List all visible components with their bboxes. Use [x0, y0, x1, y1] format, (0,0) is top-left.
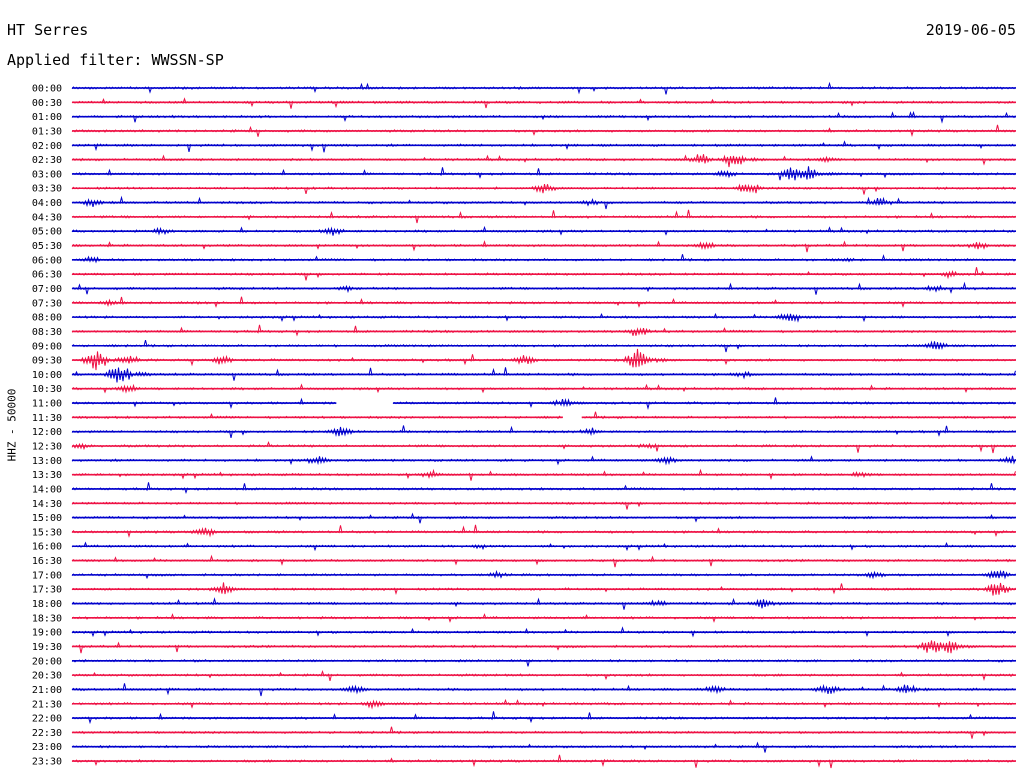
time-label: 17:30 — [32, 585, 62, 596]
time-label: 21:00 — [32, 685, 62, 696]
time-label: 16:00 — [32, 542, 62, 553]
time-label: 04:00 — [32, 198, 62, 209]
time-label: 12:00 — [32, 427, 62, 438]
time-label: 18:30 — [32, 613, 62, 624]
trace-line — [71, 296, 1016, 308]
trace-line — [71, 512, 1016, 524]
time-label: 16:30 — [32, 556, 62, 567]
time-label: 20:30 — [32, 671, 62, 682]
time-label: 07:00 — [32, 284, 62, 295]
time-label: 20:00 — [32, 656, 62, 667]
time-label: 03:30 — [32, 184, 62, 195]
trace-line — [71, 711, 1016, 725]
time-label: 19:30 — [32, 642, 62, 653]
time-label: 18:00 — [32, 599, 62, 610]
trace-line — [71, 240, 1016, 253]
trace-line — [71, 741, 1016, 753]
time-label: 21:30 — [32, 699, 62, 710]
trace-line — [71, 440, 1016, 454]
time-label: 01:00 — [32, 112, 62, 123]
time-label: 22:30 — [32, 728, 62, 739]
trace-line — [71, 140, 1016, 153]
time-label: 06:00 — [32, 255, 62, 266]
trace-line — [71, 554, 1016, 568]
time-label: 01:30 — [32, 126, 62, 137]
time-label: 10:00 — [32, 370, 62, 381]
time-label: 14:30 — [32, 499, 62, 510]
time-label: 10:30 — [32, 384, 62, 395]
trace-line — [71, 154, 1016, 168]
time-label: 22:00 — [32, 714, 62, 725]
time-label: 13:00 — [32, 456, 62, 467]
time-label: 15:30 — [32, 527, 62, 538]
time-label: 14:00 — [32, 484, 62, 495]
time-label: 05:00 — [32, 227, 62, 238]
trace-line — [71, 468, 1016, 481]
time-label: 13:30 — [32, 470, 62, 481]
trace-line — [71, 669, 1016, 682]
time-label: 19:00 — [32, 628, 62, 639]
date-label: 2019-06-05 — [925, 21, 1016, 39]
trace-line — [71, 183, 1016, 195]
trace-line — [71, 324, 1016, 337]
time-label: 02:00 — [32, 141, 62, 152]
time-label: 05:30 — [32, 241, 62, 252]
station-title: HT Serres — [7, 21, 89, 39]
time-label: 08:00 — [32, 313, 62, 324]
trace-line — [71, 524, 1016, 538]
trace-line — [71, 97, 1016, 109]
time-label: 00:00 — [32, 84, 62, 95]
trace-line — [71, 254, 1016, 264]
time-label: 17:00 — [32, 570, 62, 581]
time-label: 03:00 — [32, 169, 62, 180]
time-label: 23:30 — [32, 757, 62, 768]
time-label: 23:00 — [32, 742, 62, 753]
time-label: 11:00 — [32, 399, 62, 410]
time-label: 12:30 — [32, 442, 62, 453]
time-label: 06:30 — [32, 270, 62, 281]
trace-line — [71, 482, 1016, 495]
time-label: 00:30 — [32, 98, 62, 109]
time-label: 15:00 — [32, 513, 62, 524]
trace-line — [71, 597, 1016, 610]
time-label: 09:00 — [32, 341, 62, 352]
time-label: 02:30 — [32, 155, 62, 166]
filter-label: Applied filter: WWSSN-SP — [7, 51, 224, 69]
time-label: 11:30 — [32, 413, 62, 424]
time-label: 04:30 — [32, 212, 62, 223]
time-label: 09:30 — [32, 356, 62, 367]
trace-line — [71, 81, 1016, 95]
time-label: 08:30 — [32, 327, 62, 338]
time-label: 07:30 — [32, 298, 62, 309]
